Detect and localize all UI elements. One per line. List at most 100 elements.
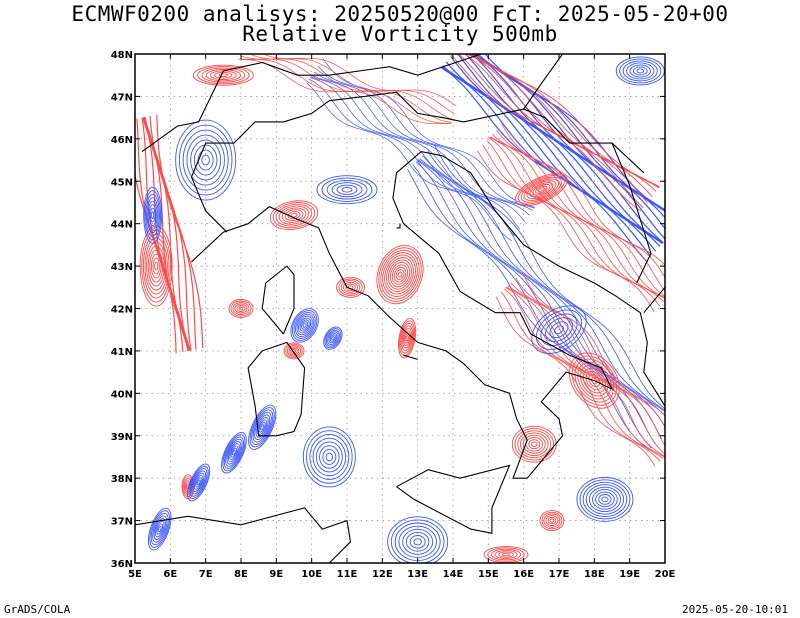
- negative-vorticity-center: [325, 329, 340, 347]
- lon-tick-label: 7E: [199, 569, 213, 580]
- coastline-path: [396, 464, 511, 534]
- positive-vorticity-center: [397, 271, 403, 278]
- negative-vorticity-center: [232, 450, 236, 456]
- negative-vorticity-center: [255, 416, 269, 438]
- lon-tick-label: 11E: [337, 569, 358, 580]
- lat-tick-label: 40N: [111, 389, 133, 400]
- positive-vorticity-center: [545, 515, 559, 527]
- positive-vorticity-center: [498, 551, 514, 558]
- negative-vorticity-center: [225, 438, 243, 467]
- negative-vorticity-center: [325, 452, 334, 462]
- positive-vorticity-center: [591, 377, 598, 385]
- positive-vorticity-center: [490, 548, 522, 561]
- negative-vorticity-center: [151, 211, 155, 220]
- negative-vorticity-center: [585, 484, 625, 515]
- negative-vorticity-center: [544, 317, 574, 343]
- lat-tick-label: 48N: [111, 50, 133, 61]
- negative-vorticity-center: [328, 332, 338, 344]
- negative-vorticity-center: [315, 441, 343, 473]
- negative-vorticity-center: [306, 430, 353, 484]
- positive-vorticity-center: [214, 71, 233, 79]
- negative-vorticity-center: [331, 182, 363, 198]
- negative-vorticity-center: [626, 62, 655, 80]
- positive-vorticity-center: [391, 264, 409, 285]
- negative-vorticity-center: [409, 535, 426, 549]
- negative-vorticity-center: [223, 436, 244, 469]
- positive-vorticity-center: [514, 427, 555, 461]
- negative-vorticity-center: [588, 486, 621, 513]
- negative-vorticity-center: [601, 496, 609, 503]
- negative-vorticity-band: [470, 54, 665, 240]
- negative-vorticity-center: [535, 309, 583, 350]
- positive-vorticity-center: [389, 261, 411, 288]
- negative-vorticity-center: [576, 476, 634, 522]
- negative-vorticity-band: [313, 71, 533, 211]
- negative-vorticity-center: [260, 424, 265, 431]
- negative-vorticity-band: [422, 155, 665, 413]
- positive-vorticity-center: [380, 249, 420, 300]
- positive-vorticity-center: [526, 180, 557, 200]
- coastline-path: [190, 91, 645, 178]
- positive-vorticity-band: [507, 285, 665, 455]
- positive-vorticity-center: [400, 322, 414, 354]
- positive-vorticity-band: [262, 54, 457, 107]
- coastline-path: [141, 54, 482, 153]
- lon-tick-label: 10E: [301, 569, 322, 580]
- positive-vorticity-center: [395, 269, 405, 280]
- negative-vorticity-center: [405, 531, 430, 552]
- positive-vorticity-center: [577, 361, 612, 400]
- negative-vorticity-center: [182, 129, 229, 191]
- lon-tick-label: 14E: [443, 569, 464, 580]
- negative-vorticity-band: [441, 66, 648, 262]
- positive-vorticity-center: [218, 73, 229, 78]
- lat-tick-label: 44N: [111, 220, 133, 231]
- positive-vorticity-band: [492, 134, 665, 292]
- negative-vorticity-center: [150, 512, 169, 546]
- negative-vorticity-center: [554, 325, 564, 335]
- lon-tick-label: 19E: [619, 569, 640, 580]
- positive-vorticity-center: [376, 244, 424, 305]
- positive-vorticity-band: [135, 170, 177, 354]
- lat-tick-label: 36N: [111, 559, 133, 570]
- negative-vorticity-center: [189, 468, 208, 497]
- negative-vorticity-band: [412, 164, 652, 449]
- positive-vorticity-center: [384, 254, 416, 295]
- positive-vorticity-center: [275, 203, 313, 227]
- positive-vorticity-band: [467, 54, 653, 197]
- positive-vorticity-center: [494, 550, 518, 559]
- positive-vorticity-center: [511, 425, 557, 463]
- positive-vorticity-center: [520, 432, 549, 456]
- positive-vorticity-center: [588, 373, 601, 388]
- positive-vorticity-center: [535, 185, 548, 194]
- negative-vorticity-center: [540, 313, 578, 346]
- positive-vorticity-center: [147, 245, 165, 287]
- negative-vorticity-center: [196, 479, 201, 486]
- negative-vorticity-center: [146, 197, 159, 234]
- positive-vorticity-center: [336, 276, 365, 298]
- negative-vorticity-band: [417, 159, 665, 428]
- negative-vorticity-center: [298, 317, 312, 334]
- lon-tick-label: 18E: [584, 569, 605, 580]
- coastline-path: [247, 341, 306, 437]
- positive-vorticity-center: [402, 327, 412, 349]
- negative-vorticity-band: [427, 150, 665, 411]
- negative-vorticity-center: [252, 412, 272, 443]
- lat-tick-label: 45N: [111, 177, 133, 188]
- positive-vorticity-band: [239, 58, 452, 123]
- positive-vorticity-center: [585, 370, 604, 391]
- negative-vorticity-center: [312, 437, 347, 477]
- negative-vorticity-center: [149, 510, 171, 548]
- positive-vorticity-center: [144, 237, 168, 295]
- negative-vorticity-band: [457, 54, 663, 244]
- positive-vorticity-center: [382, 252, 418, 297]
- positive-vorticity-center: [532, 183, 551, 196]
- negative-vorticity-center: [192, 472, 205, 493]
- positive-vorticity-center: [403, 330, 411, 347]
- negative-vorticity-center: [390, 519, 445, 563]
- positive-vorticity-center: [284, 209, 304, 222]
- negative-vorticity-band: [308, 78, 516, 237]
- lat-tick-label: 42N: [111, 305, 133, 316]
- negative-vorticity-center: [299, 319, 310, 332]
- positive-vorticity-band: [506, 286, 665, 457]
- negative-vorticity-center: [190, 139, 222, 181]
